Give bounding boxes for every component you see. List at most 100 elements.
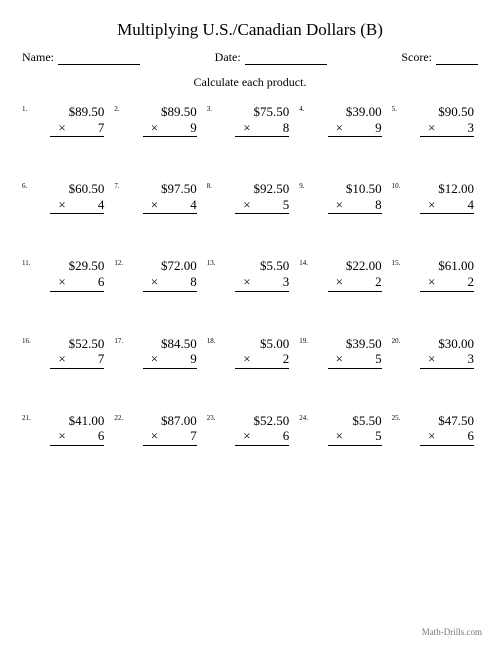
mult-symbol: × <box>426 274 435 290</box>
multiplier-row: ×3 <box>241 274 289 290</box>
problem-number: 5. <box>392 105 397 113</box>
multiplier-row: ×3 <box>426 351 474 367</box>
multiplicand: $22.00 <box>346 258 382 274</box>
multiplier-row: ×9 <box>334 120 382 136</box>
problem-number: 18. <box>207 337 216 345</box>
problem: 16.$52.50×7 <box>22 336 108 369</box>
multiplicand: $52.50 <box>253 413 289 429</box>
multiplicand: $47.50 <box>438 413 474 429</box>
name-field: Name: <box>22 50 140 65</box>
multiplicand: $39.00 <box>346 104 382 120</box>
multiplier: 7 <box>190 428 197 444</box>
rule-line <box>420 291 474 292</box>
mult-symbol: × <box>241 351 250 367</box>
multiplicand: $5.50 <box>260 258 289 274</box>
multiplier-row: ×6 <box>426 428 474 444</box>
problem: 17.$84.50×9 <box>114 336 200 369</box>
multiplicand: $92.50 <box>253 181 289 197</box>
score-blank[interactable] <box>436 52 478 65</box>
problem-number: 22. <box>114 414 123 422</box>
mult-symbol: × <box>241 428 250 444</box>
multiplicand: $84.50 <box>161 336 197 352</box>
multiplier: 2 <box>468 274 475 290</box>
multiplier: 3 <box>468 120 475 136</box>
problem: 5. $90.50×3 <box>392 104 478 137</box>
problem: 10.$12.00×4 <box>392 181 478 214</box>
problem-grid: 1.$89.50×72.$89.50×93.$75.50×84.$39.00×9… <box>22 104 478 446</box>
multiplier-row: ×4 <box>56 197 104 213</box>
mult-symbol: × <box>426 428 435 444</box>
multiplier: 5 <box>283 197 290 213</box>
problem: 22.$87.00×7 <box>114 413 200 446</box>
problem: 12. $72.00×8 <box>114 258 200 291</box>
multiplicand: $90.50 <box>438 104 474 120</box>
multiplier-row: ×9 <box>149 120 197 136</box>
multiplier-row: ×2 <box>241 351 289 367</box>
rule-line <box>420 368 474 369</box>
mult-symbol: × <box>56 351 65 367</box>
problem-number: 15. <box>392 259 401 267</box>
date-field: Date: <box>215 50 327 65</box>
problem-number: 13. <box>207 259 216 267</box>
rule-line <box>50 368 104 369</box>
multiplicand: $5.50 <box>352 413 381 429</box>
rule-line <box>143 136 197 137</box>
rule-line <box>328 368 382 369</box>
rule-line <box>235 136 289 137</box>
mult-symbol: × <box>149 351 158 367</box>
multiplier: 9 <box>190 351 197 367</box>
problem: 15.$61.00×2 <box>392 258 478 291</box>
problem: 13. $5.50×3 <box>207 258 293 291</box>
multiplicand: $89.50 <box>69 104 105 120</box>
multiplicand: $10.50 <box>346 181 382 197</box>
multiplier: 2 <box>283 351 290 367</box>
multiplier: 9 <box>375 120 382 136</box>
multiplier-row: ×9 <box>149 351 197 367</box>
date-blank[interactable] <box>245 52 327 65</box>
problem-number: 21. <box>22 414 31 422</box>
mult-symbol: × <box>149 197 158 213</box>
rule-line <box>328 213 382 214</box>
name-blank[interactable] <box>58 52 140 65</box>
multiplicand: $30.00 <box>438 336 474 352</box>
mult-symbol: × <box>334 274 343 290</box>
problem-number: 7. <box>114 182 119 190</box>
multiplicand: $39.50 <box>346 336 382 352</box>
multiplicand: $29.50 <box>69 258 105 274</box>
multiplier-row: ×8 <box>149 274 197 290</box>
multiplier: 8 <box>375 197 382 213</box>
multiplicand: $72.00 <box>161 258 197 274</box>
multiplier-row: ×3 <box>426 120 474 136</box>
problem-number: 10. <box>392 182 401 190</box>
multiplicand: $87.00 <box>161 413 197 429</box>
multiplier: 6 <box>468 428 475 444</box>
problem: 3.$75.50×8 <box>207 104 293 137</box>
rule-line <box>143 291 197 292</box>
problem-number: 14. <box>299 259 308 267</box>
score-field: Score: <box>401 50 478 65</box>
rule-line <box>235 445 289 446</box>
page-title: Multiplying U.S./Canadian Dollars (B) <box>22 20 478 40</box>
mult-symbol: × <box>56 428 65 444</box>
rule-line <box>328 291 382 292</box>
problem: 9.$10.50×8 <box>299 181 385 214</box>
problem: 18.$5.00×2 <box>207 336 293 369</box>
rule-line <box>50 445 104 446</box>
multiplier-row: ×2 <box>334 274 382 290</box>
multiplier: 7 <box>98 120 105 136</box>
footer-credit: Math-Drills.com <box>422 627 482 637</box>
rule-line <box>420 213 474 214</box>
problem-number: 12. <box>114 259 123 267</box>
score-label: Score: <box>401 50 432 65</box>
multiplier-row: ×6 <box>241 428 289 444</box>
problem-number: 9. <box>299 182 304 190</box>
rule-line <box>235 368 289 369</box>
problem: 25.$47.50×6 <box>392 413 478 446</box>
problem-number: 25. <box>392 414 401 422</box>
rule-line <box>328 445 382 446</box>
multiplier: 6 <box>98 428 105 444</box>
problem: 8.$92.50×5 <box>207 181 293 214</box>
problem-number: 16. <box>22 337 31 345</box>
problem: 6.$60.50×4 <box>22 181 108 214</box>
multiplier: 3 <box>283 274 290 290</box>
